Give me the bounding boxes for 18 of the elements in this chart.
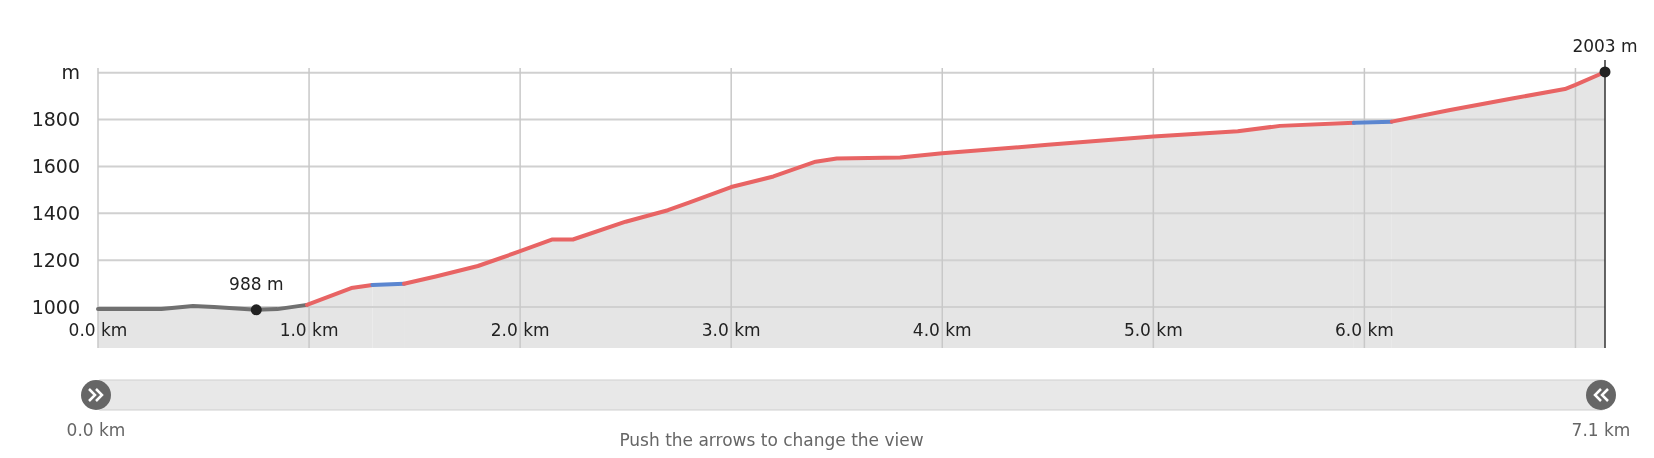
x-tick-label: 0.0 km [68, 320, 128, 340]
annotation: 988 m [229, 273, 284, 294]
y-tick-label: 1400 [31, 201, 80, 224]
y-tick-label: m [61, 61, 80, 84]
x-tick-label: 2.0 km [490, 320, 550, 340]
y-tick-label: 1000 [31, 295, 80, 318]
x-tick-label: 5.0 km [1123, 320, 1183, 340]
x-tick-label: 3.0 km [701, 320, 761, 340]
text: 7.1 km [1571, 420, 1631, 440]
y-tick-label: 1200 [31, 248, 80, 271]
x-tick-label: 4.0 km [912, 320, 972, 340]
y-tick-label: 1800 [31, 108, 80, 131]
y-tick-label: 1600 [31, 155, 80, 178]
annotation: 2003 m [1572, 35, 1638, 56]
x-tick-label: 1.0 km [279, 320, 339, 340]
x-tick-label: 6.0 km [1334, 320, 1394, 340]
text: 0.0 km [66, 420, 126, 440]
text: Push the arrows to change the view [619, 430, 924, 450]
